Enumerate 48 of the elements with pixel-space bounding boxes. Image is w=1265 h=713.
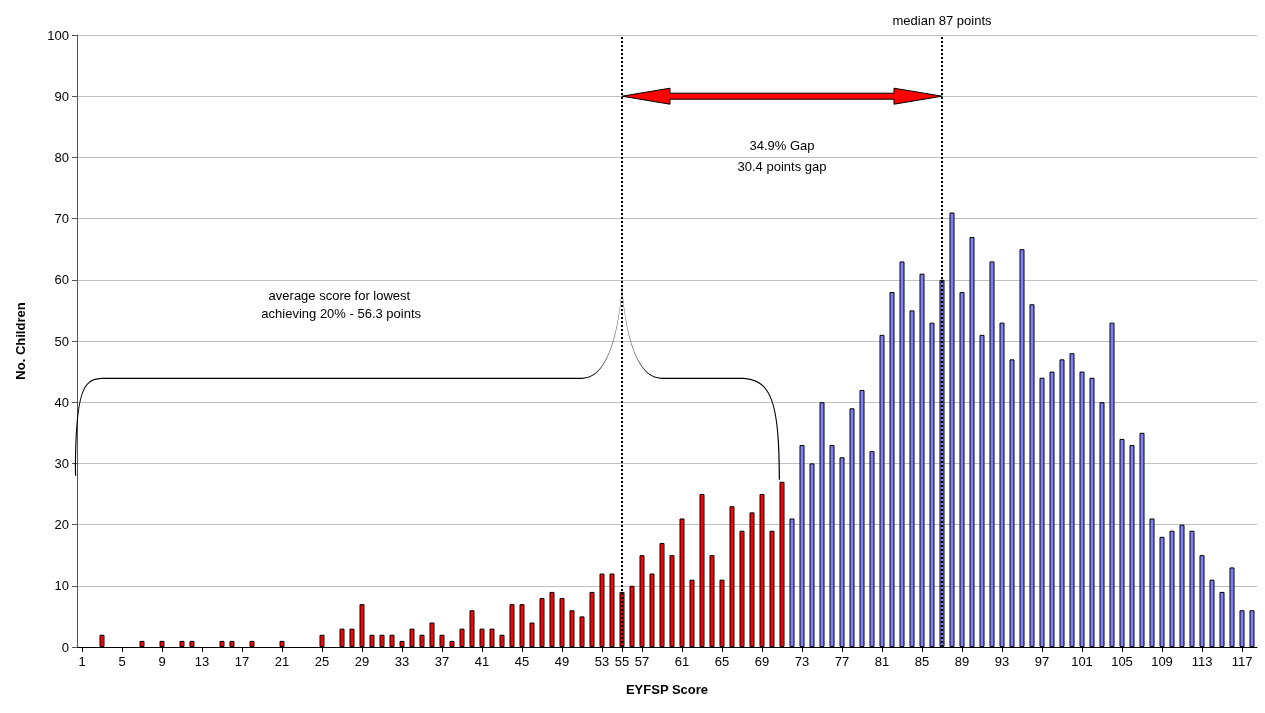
- x-tick-label: 5: [118, 654, 126, 669]
- y-tick-label: 50: [54, 333, 69, 349]
- x-tick-label: 41: [474, 654, 490, 669]
- y-axis-title: No. Children: [13, 302, 28, 380]
- x-tick-label: 113: [1191, 654, 1213, 669]
- x-tick-label: 65: [714, 654, 730, 669]
- y-tick-label: 70: [54, 211, 69, 227]
- y-tick-label: 80: [54, 149, 69, 165]
- x-tick-label: 93: [994, 654, 1010, 669]
- x-tick-label: 101: [1071, 654, 1093, 669]
- x-tick-label: 25: [314, 654, 330, 669]
- x-tick-label: 37: [434, 654, 450, 669]
- x-tick-label: 53: [594, 654, 610, 669]
- x-tick-label: 77: [834, 654, 850, 669]
- y-tick-label: 90: [54, 88, 69, 104]
- x-tick-label: 69: [754, 654, 770, 669]
- x-tick-label: 89: [954, 654, 970, 669]
- x-tick-label: 117: [1231, 654, 1253, 669]
- y-tick-label: 100: [47, 27, 69, 43]
- y-tick-label: 10: [54, 578, 69, 594]
- y-tick-label: 30: [54, 455, 69, 471]
- x-tick-label: 33: [394, 654, 410, 669]
- y-tick-label: 20: [54, 517, 69, 533]
- x-tick-label: 21: [274, 654, 290, 669]
- x-tick-label: 109: [1151, 654, 1173, 669]
- annotation: average score for lowest achieving 20% - 56.3 points: [261, 287, 422, 321]
- x-tick-label: 61: [674, 654, 690, 669]
- y-tick-label: 0: [61, 639, 69, 655]
- x-tick-label: 45: [514, 654, 530, 669]
- x-tick-label: 9: [158, 654, 166, 669]
- x-tick-label: 105: [1111, 654, 1133, 669]
- x-tick-label: 55: [614, 654, 630, 669]
- x-tick-label: 1: [78, 654, 86, 669]
- x-tick-label: 13: [194, 654, 210, 669]
- x-axis-title: EYFSP Score: [625, 682, 709, 697]
- x-tick-label: 57: [634, 654, 650, 669]
- x-tick-label: 49: [554, 654, 570, 669]
- x-tick-label: 73: [794, 654, 810, 669]
- x-tick-label: 17: [234, 654, 250, 669]
- y-tick-label: 40: [54, 394, 69, 410]
- x-tick-label: 29: [354, 654, 370, 669]
- ref-line-label: median 87 points: [892, 13, 992, 28]
- x-tick-label: 85: [914, 654, 930, 669]
- annotation: 34.9% Gap: [749, 137, 815, 153]
- annotation: 30.4 points gap: [737, 159, 827, 175]
- x-tick-label: 97: [1034, 654, 1050, 669]
- x-tick-label: 81: [874, 654, 890, 669]
- y-tick-label: 60: [54, 272, 69, 288]
